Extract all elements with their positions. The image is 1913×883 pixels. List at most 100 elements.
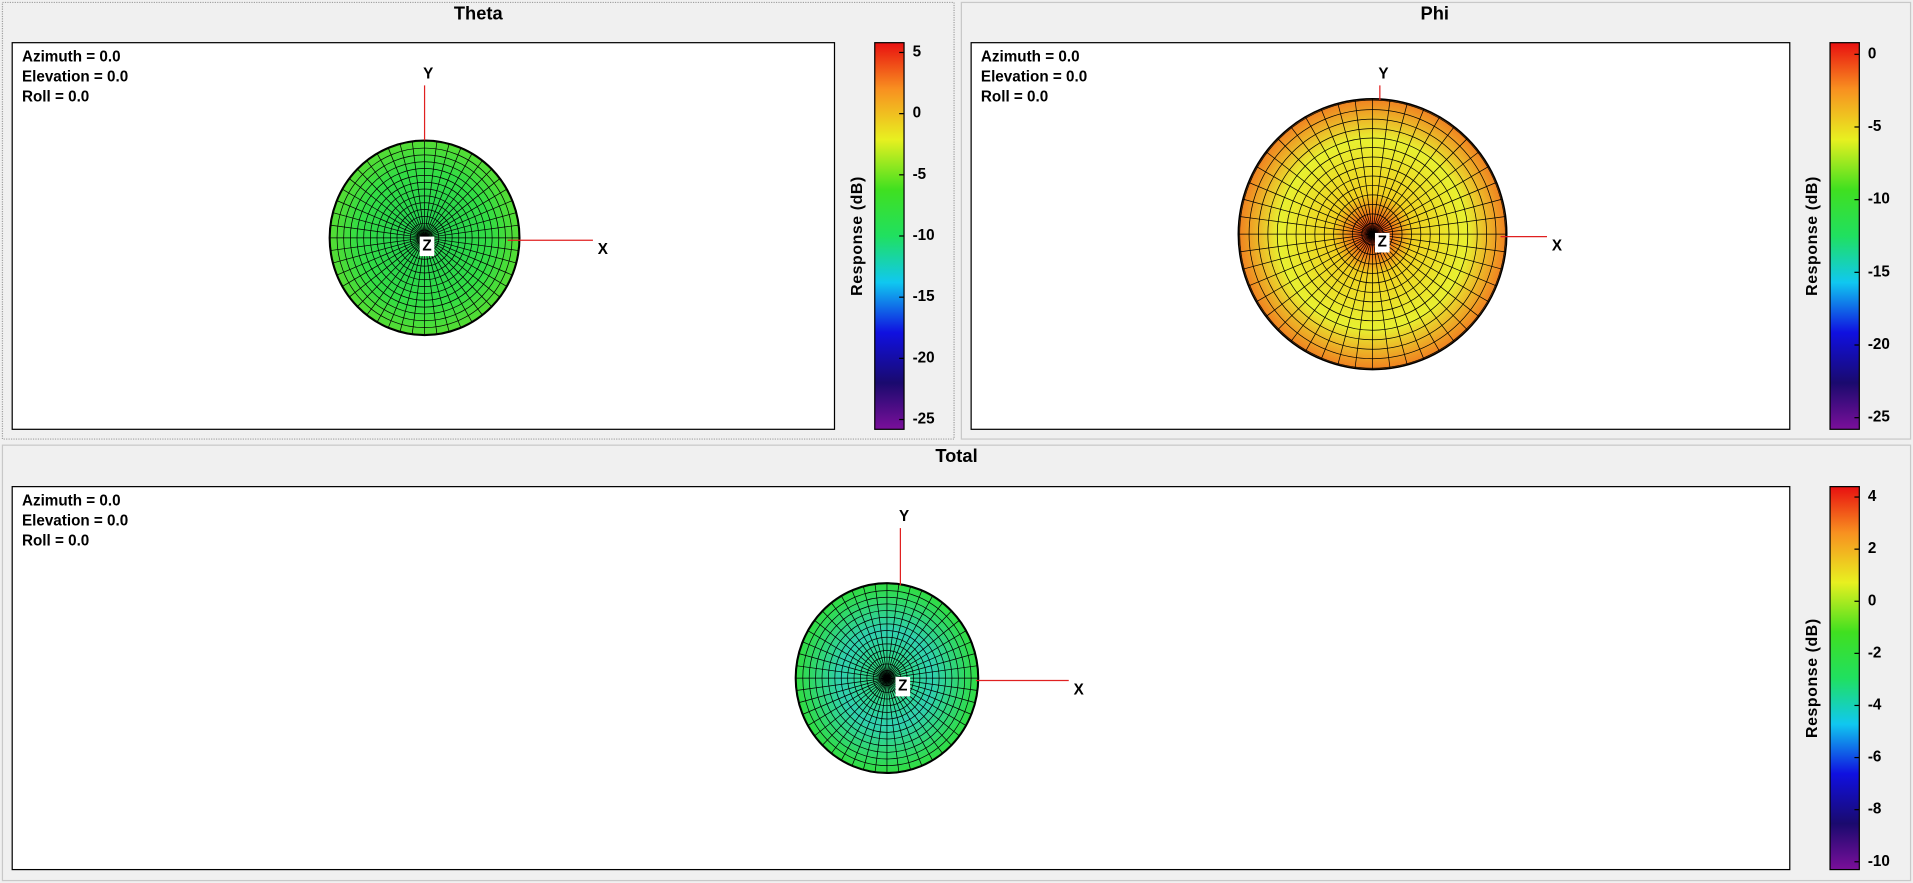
surface-meridian (336, 237, 425, 276)
surface-meridian (1248, 233, 1373, 287)
surface-meridian (862, 678, 888, 771)
surface-meridian (886, 653, 976, 679)
surface-meridian (424, 143, 450, 238)
surface-meridian (336, 200, 425, 239)
surface-meridian (798, 677, 888, 704)
surface-meridian (886, 641, 972, 679)
surface-meridian (886, 677, 923, 767)
surface-meridian (1290, 233, 1373, 342)
surface-meridian (1372, 138, 1468, 235)
surface-meridian (1372, 234, 1425, 360)
colorbar-tick-label: -2 (1868, 644, 1882, 661)
surface-meridian (341, 188, 425, 239)
colorbar-tick-label: 2 (1868, 540, 1876, 557)
surface-meridian (1372, 233, 1497, 287)
surface-meridian (821, 610, 888, 679)
surface-meridian (399, 143, 425, 238)
colorbar-tick-label: -8 (1868, 801, 1882, 818)
colorbar (1829, 42, 1860, 430)
colorbar-tick-label: 0 (1868, 592, 1876, 609)
surface-meridian (830, 677, 888, 754)
colorbar-tick-label: -20 (913, 349, 935, 366)
surface-meridian (1372, 233, 1503, 270)
pattern-surface (1237, 97, 1508, 371)
axis-label-z: Z (898, 678, 907, 695)
axis-label-z-box (895, 676, 911, 697)
surface-meridian (886, 583, 900, 679)
surface-meridian (1248, 182, 1373, 235)
surface-meridian (840, 677, 888, 761)
surface-meridian (424, 178, 501, 239)
colorbar-tick-label: -6 (1868, 749, 1882, 766)
colorbar-tick-label: -4 (1868, 696, 1882, 713)
surface-meridian (886, 678, 900, 773)
surface-meridian (424, 237, 513, 276)
surface-meridian (1372, 234, 1391, 369)
colorbar-tick-label: -10 (1868, 191, 1890, 208)
surface-meridian (1372, 233, 1489, 303)
colorbar (1829, 486, 1860, 871)
surface-meridian (1372, 198, 1503, 235)
surface-meridian (1239, 233, 1373, 253)
surface-meridian (1265, 233, 1373, 317)
colorbar-label: Response (dB) (1804, 618, 1821, 738)
surface-meridian (357, 168, 425, 239)
surface-meridian (802, 677, 888, 715)
colorbar-tick-label: -10 (913, 227, 935, 244)
surface-meridian (821, 677, 888, 746)
colorbar-tick-label: -20 (1868, 336, 1890, 353)
view-angle: Azimuth = 0.0 (981, 48, 1080, 65)
surface-meridian (341, 237, 425, 287)
view-angle: Roll = 0.0 (22, 533, 89, 550)
colorbar-tick-label: -15 (913, 288, 936, 305)
surface-meridian (1242, 233, 1373, 270)
surface-meridian (886, 595, 934, 679)
surface-meridian (411, 141, 425, 238)
surface-meridian (1337, 103, 1373, 235)
surface-meridian (1372, 234, 1408, 366)
colorbar-tick-label: -5 (1868, 118, 1882, 135)
surface-meridian (1372, 126, 1455, 235)
surface-meridian (1256, 233, 1373, 303)
colorbar-label: Response (dB) (1804, 176, 1821, 296)
surface-meridian (1372, 216, 1506, 235)
axis-label-z-box (1374, 232, 1390, 253)
colorbar-tick-label: 4 (1868, 488, 1877, 505)
colorbar-label: Response (dB) (849, 176, 866, 296)
panel-title: Total (935, 445, 977, 466)
surface-meridian (1372, 233, 1440, 352)
colorbar-tick-label: -25 (1868, 409, 1891, 426)
surface-meridian (886, 602, 943, 679)
surface-meridian (424, 237, 508, 287)
view-angle: Roll = 0.0 (22, 89, 89, 106)
surface-meridian (796, 665, 888, 679)
surface-meridian (1372, 151, 1480, 235)
surface-meridian (886, 610, 952, 679)
colorbar-tick-label: -5 (913, 166, 927, 183)
surface-meridian (886, 677, 934, 761)
surface-meridian (366, 160, 425, 239)
surface-meridian (798, 653, 888, 679)
surface-meridian (840, 595, 888, 679)
surface-meridian (424, 141, 438, 238)
surface-meridian (851, 590, 888, 679)
surface-meridian (1305, 116, 1373, 235)
surface-meridian (886, 619, 960, 679)
surface-meridian (796, 677, 888, 691)
surface-meridian (424, 147, 462, 238)
surface-meridian (874, 678, 888, 773)
surface-meridian (1320, 234, 1373, 360)
surface-meridian (1372, 99, 1391, 235)
panel-title: Theta (454, 2, 504, 23)
surface-meridian (1372, 233, 1480, 317)
view-angle: Elevation = 0.0 (981, 68, 1087, 85)
surface-meridian (1372, 182, 1497, 235)
axis-label-z: Z (422, 237, 431, 254)
surface-meridian (424, 237, 517, 264)
view-angle: Elevation = 0.0 (22, 512, 128, 529)
axis-label-y: Y (423, 65, 433, 82)
surface-meridian (330, 224, 425, 239)
surface-meridian (376, 237, 425, 323)
surface-meridian (1242, 198, 1373, 235)
